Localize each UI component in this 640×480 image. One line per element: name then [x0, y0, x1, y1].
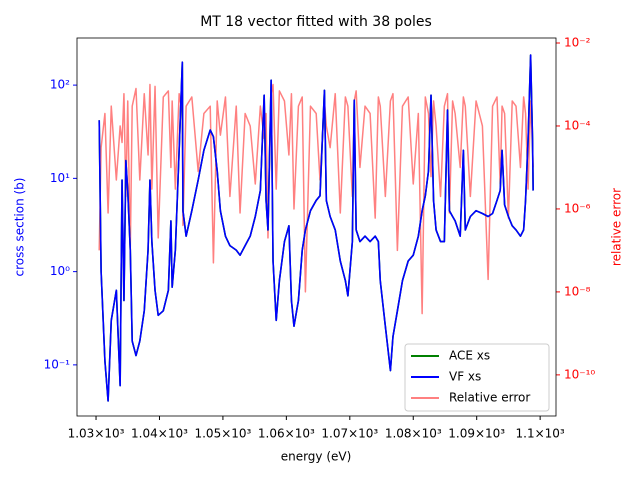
- y-axis-label: cross section (b): [13, 178, 27, 277]
- y-tick-label: 10⁻¹: [44, 357, 71, 371]
- y2-axis-label: relative error: [610, 188, 624, 266]
- y2-tick-label: 10⁻⁸: [564, 284, 591, 298]
- series-line: [98, 54, 534, 402]
- plot-frame: [76, 37, 557, 417]
- y2-tick-label: 10⁻⁴: [564, 118, 591, 132]
- x-tick-label: 1.06×10³: [258, 427, 315, 441]
- x-tick-label: 1.07×10³: [321, 427, 378, 441]
- y2-tick-label: 10⁻⁶: [564, 201, 591, 215]
- legend-label: Relative error: [449, 391, 530, 405]
- y-tick-label: 10²: [50, 78, 70, 92]
- legend-box: [404, 343, 550, 412]
- chart-title: MT 18 vector fitted with 38 poles: [200, 14, 432, 30]
- x-tick-label: 1.1×10³: [516, 427, 565, 441]
- x-tick-label: 1.05×10³: [194, 427, 251, 441]
- y-tick-label: 10⁰: [50, 264, 70, 278]
- legend-label: ACE xs: [449, 349, 490, 363]
- x-tick-label: 1.09×10³: [448, 427, 505, 441]
- x-tick-label: 1.04×10³: [131, 427, 188, 441]
- y2-tick-label: 10⁻²: [564, 36, 591, 50]
- series-line: [98, 83, 534, 315]
- legend-label: VF xs: [449, 370, 481, 384]
- x-tick-label: 1.03×10³: [68, 427, 125, 441]
- x-tick-label: 1.08×10³: [385, 427, 442, 441]
- y2-tick-label: 10⁻¹⁰: [564, 367, 595, 381]
- x-axis-label: energy (eV): [281, 450, 352, 464]
- y-tick-label: 10¹: [50, 171, 70, 185]
